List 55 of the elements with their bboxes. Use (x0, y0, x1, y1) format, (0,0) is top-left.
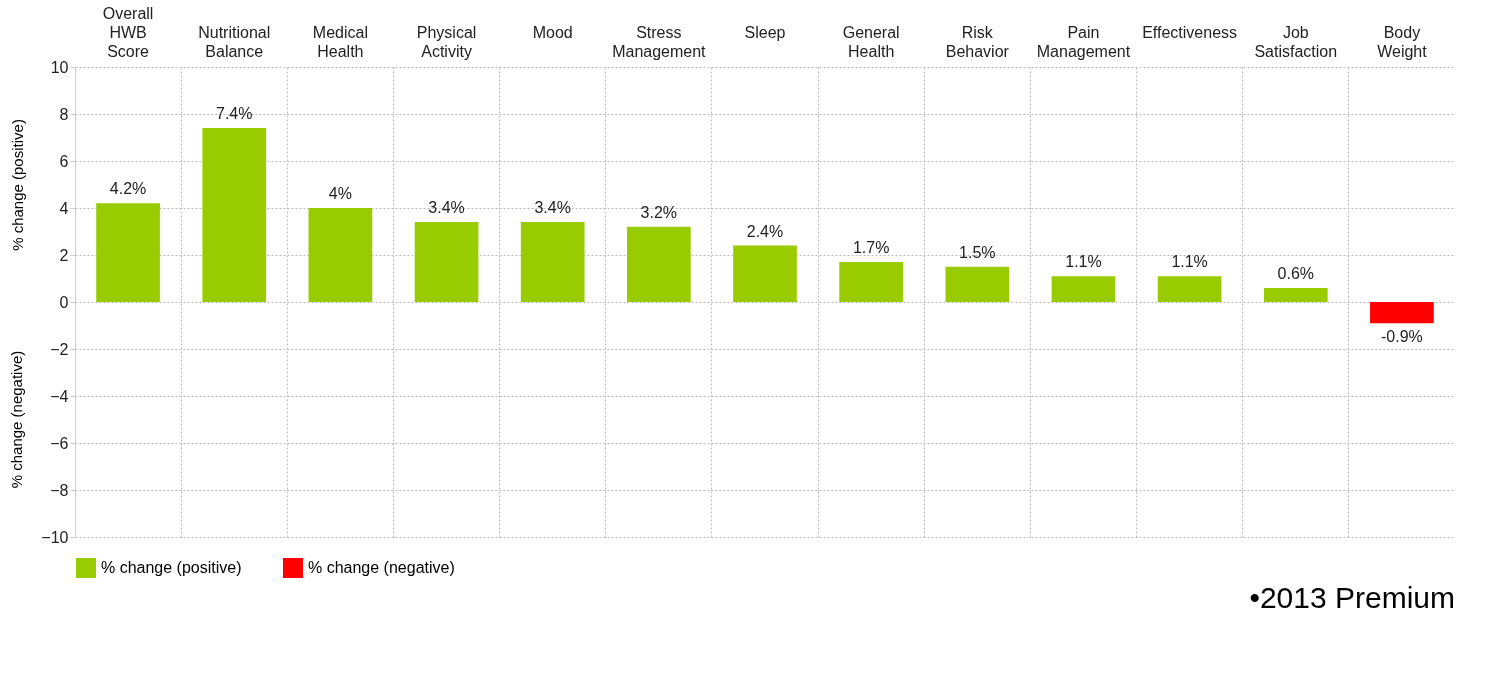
data-label: 1.1% (1065, 253, 1102, 271)
data-label: 3.2% (640, 203, 678, 221)
bar (1263, 287, 1328, 302)
y-tick-label: −6 (50, 434, 69, 452)
x-tick-label: General Health (842, 23, 900, 60)
x-tick-label: Nutritional Balance (198, 23, 271, 60)
data-label: -0.9% (1381, 328, 1423, 346)
data-label: 4% (328, 185, 352, 202)
x-tick-label: Medical Health (312, 23, 368, 60)
y-tick-label: −10 (41, 528, 69, 546)
x-tick-label: Sleep (744, 23, 786, 41)
data-label: 2.4% (746, 222, 784, 240)
bar (96, 203, 160, 302)
x-tick-label: Physical Activity (416, 23, 477, 60)
y-tick-label: −8 (50, 481, 69, 499)
x-tick-label: Effectiveness (1142, 23, 1238, 41)
x-tick-label: Overall HWB Score (102, 4, 154, 60)
x-tick-label: Stress Management (612, 23, 707, 60)
data-label: 7.4% (216, 105, 253, 123)
data-label: 3.4% (534, 199, 571, 217)
y-tick-label: 10 (50, 58, 69, 76)
x-tick-label: Body Weight (1377, 23, 1428, 60)
y-axis-title: % change (positive) (8, 119, 26, 251)
bar (1157, 276, 1222, 302)
data-label: 3.4% (428, 199, 465, 217)
y-tick-label: 0 (59, 293, 69, 311)
bar (308, 208, 373, 302)
bar (627, 226, 691, 302)
text: •2013 Premium (1249, 581, 1455, 614)
legend-label: % change (positive) (101, 559, 242, 576)
bar (520, 222, 585, 302)
text: % change (negative) (8, 350, 25, 489)
bar (945, 266, 1010, 302)
bar (733, 245, 797, 302)
data-label: 1.5% (959, 243, 996, 261)
x-tick-label: Risk Behavior (945, 23, 1010, 60)
bar (1051, 276, 1116, 302)
x-tick-label: Mood (532, 23, 573, 41)
y-tick-label: 2 (59, 246, 69, 264)
x-tick-label: Job Satisfaction (1254, 23, 1338, 60)
y-tick-label: 4 (59, 199, 69, 217)
y-tick-label: 8 (59, 105, 69, 123)
bar (1370, 302, 1434, 324)
bar (202, 128, 267, 302)
bar (839, 262, 903, 302)
data-label: 4.2% (109, 180, 147, 198)
y-tick-label: −2 (50, 340, 69, 358)
y-tick-label: 6 (59, 152, 69, 170)
x-tick-label: Pain Management (1036, 23, 1131, 60)
bar (414, 222, 479, 302)
legend-label: % change (negative) (308, 559, 455, 576)
data-label: 1.7% (852, 239, 890, 257)
data-label: 1.1% (1171, 253, 1208, 271)
data-label: 0.6% (1277, 264, 1314, 282)
y-tick-label: −4 (50, 387, 69, 405)
